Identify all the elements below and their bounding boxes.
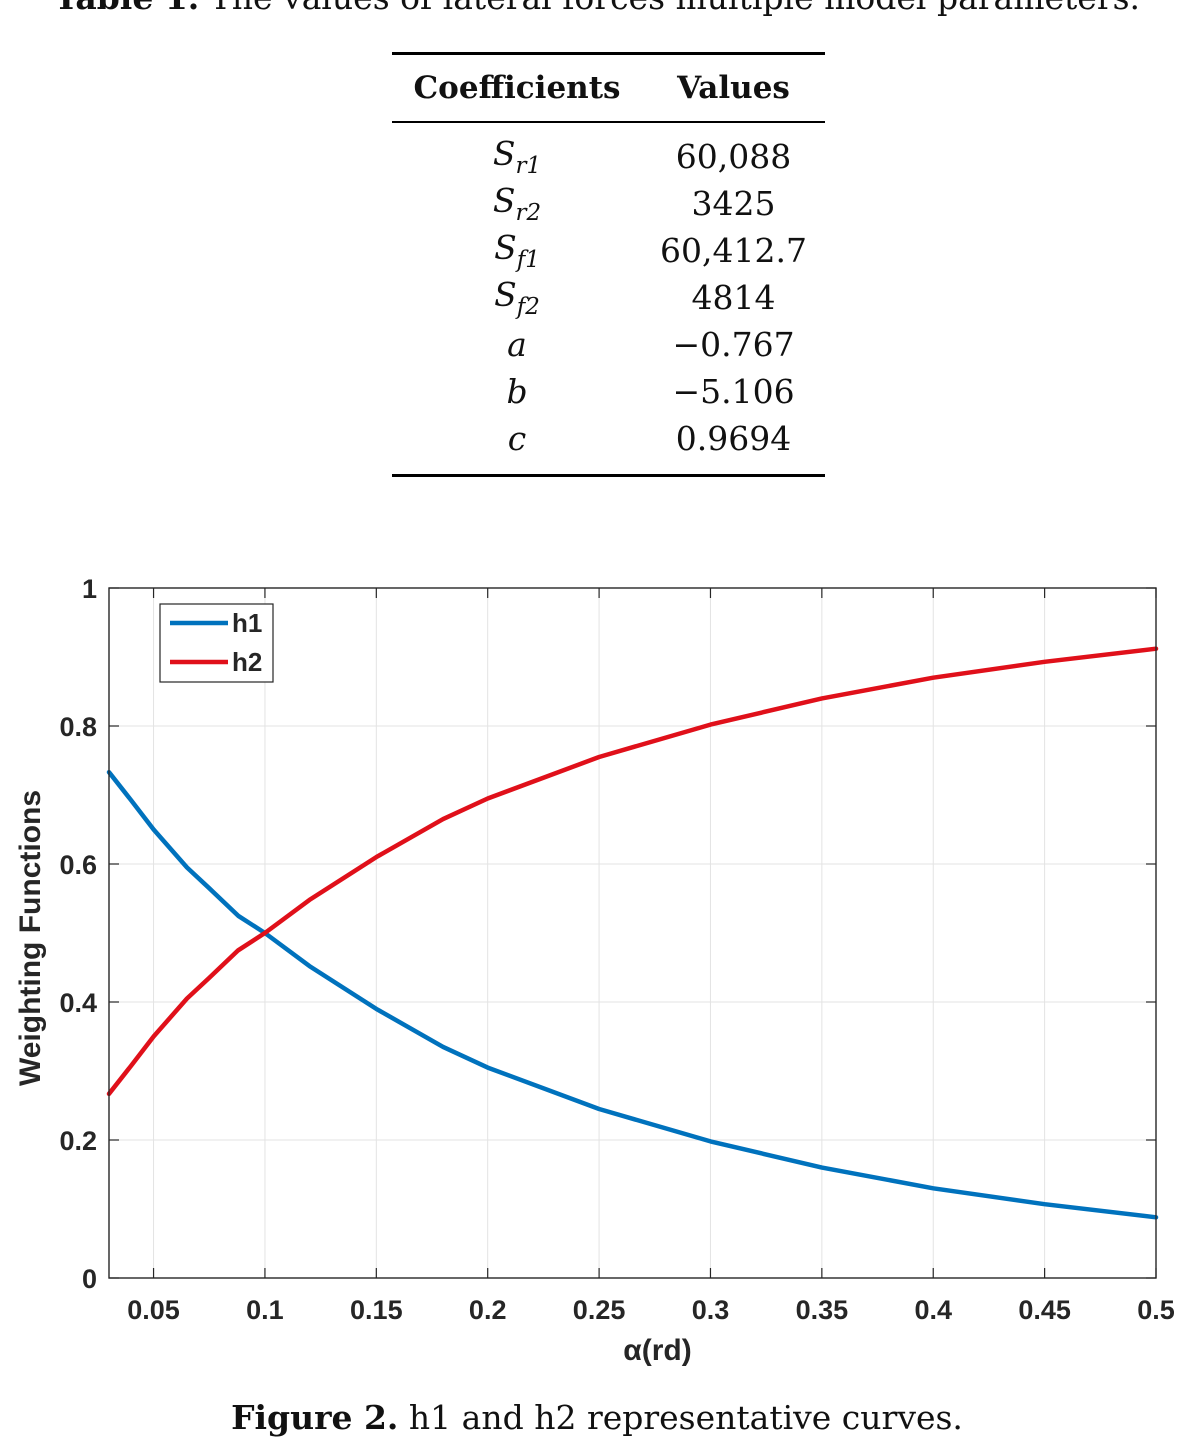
table-header-row: Coefficients Values: [392, 55, 825, 121]
coefficient-cell: a: [392, 325, 642, 364]
coefficient-cell: b: [392, 372, 642, 411]
table-caption-label: Table 1.: [54, 0, 199, 17]
value-cell: 3425: [691, 184, 776, 223]
value-cell: −5.106: [672, 372, 795, 411]
table-row: c 0.9694: [392, 415, 825, 462]
coefficient-subscript: f1: [516, 247, 540, 273]
parameters-table: Coefficients Values Sr1 60,088 Sr2 3425 Sf1 6…: [392, 52, 825, 477]
table-row: Sf2 4814: [392, 274, 825, 321]
x-tick-label: 0.3: [692, 1295, 730, 1325]
y-tick-label: 0.6: [59, 850, 97, 880]
y-tick-label: 0.8: [59, 712, 97, 742]
table-body: Sr1 60,088 Sr2 3425 Sf1 60,412.7 Sf2 4814 a −0.76…: [392, 123, 825, 474]
x-tick-label: 0.4: [914, 1295, 952, 1325]
figure-caption-text: h1 and h2 representative curves.: [408, 1398, 963, 1437]
table-row: b −5.106: [392, 368, 825, 415]
coefficient-symbol: a: [507, 325, 527, 364]
table-bottom-rule: [392, 474, 825, 477]
x-tick-label: 0.5: [1137, 1295, 1175, 1325]
value-cell: 60,088: [675, 137, 792, 176]
x-tick-label: 0.1: [246, 1295, 284, 1325]
x-axis-label: α(rd): [623, 1334, 691, 1367]
value-cell: 4814: [691, 278, 776, 317]
coefficient-cell: Sr1: [392, 134, 642, 179]
value-cell: −0.767: [672, 325, 795, 364]
x-tick-label: 0.35: [796, 1295, 849, 1325]
coefficient-symbol: S: [492, 134, 516, 173]
coefficient-symbol: S: [494, 275, 517, 314]
y-axis-label: Weighting Functions: [14, 790, 47, 1086]
legend-label-h1: h1: [232, 608, 262, 638]
coefficient-subscript: r1: [515, 153, 542, 179]
table-header-rule: [392, 121, 825, 123]
series-line-h1: [106, 769, 1159, 1220]
coefficient-cell: Sf2: [392, 275, 642, 320]
y-tick-label: 0.4: [59, 988, 97, 1018]
coefficient-symbol: S: [492, 181, 516, 220]
y-tick-label: 1: [82, 574, 97, 604]
coefficient-symbol: c: [507, 419, 527, 458]
coefficient-cell: c: [392, 419, 642, 458]
header-values: Values: [677, 70, 790, 106]
coefficient-symbol: b: [506, 372, 528, 411]
x-tick-label: 0.2: [469, 1295, 507, 1325]
y-tick-label: 0.2: [59, 1126, 97, 1156]
x-tick-label: 0.45: [1018, 1295, 1071, 1325]
table-top-rule: [392, 52, 825, 55]
table-row: Sf1 60,412.7: [392, 227, 825, 274]
weighting-functions-chart: 0.05 0.1 0.15 0.2 0.25 0.3 0.35 0.4 0.45 0.5 0 0.2 0…: [14, 574, 1175, 1367]
plot-area: [109, 588, 1156, 1278]
coefficient-subscript: f2: [516, 294, 540, 320]
series-line-h2: [106, 646, 1159, 1097]
y-tick-label: 0: [82, 1264, 97, 1294]
plot-frame: [108, 587, 1157, 1279]
header-coefficients: Coefficients: [413, 70, 621, 106]
figure-caption: Figure 2. h1 and h2 representative curve…: [0, 1398, 1194, 1437]
value-cell: 0.9694: [675, 419, 792, 458]
table-row: Sr2 3425: [392, 180, 825, 227]
table-caption: Table 1. The values of lateral forces mu…: [0, 0, 1194, 17]
legend-label-h2: h2: [232, 647, 262, 677]
value-cell: 60,412.7: [660, 231, 807, 270]
table-caption-text: The values of lateral forces multiple mo…: [210, 0, 1140, 17]
coefficient-symbol: S: [494, 228, 517, 267]
x-tick-label: 0.15: [350, 1295, 403, 1325]
x-tick-label: 0.25: [573, 1295, 626, 1325]
coefficient-cell: Sr2: [392, 181, 642, 226]
coefficient-cell: Sf1: [392, 228, 642, 273]
legend-box: [159, 603, 274, 683]
coefficient-subscript: r2: [515, 200, 542, 226]
table-row: a −0.767: [392, 321, 825, 368]
table-row: Sr1 60,088: [392, 133, 825, 180]
figure-caption-label: Figure 2.: [231, 1398, 399, 1437]
x-tick-label: 0.05: [127, 1295, 180, 1325]
